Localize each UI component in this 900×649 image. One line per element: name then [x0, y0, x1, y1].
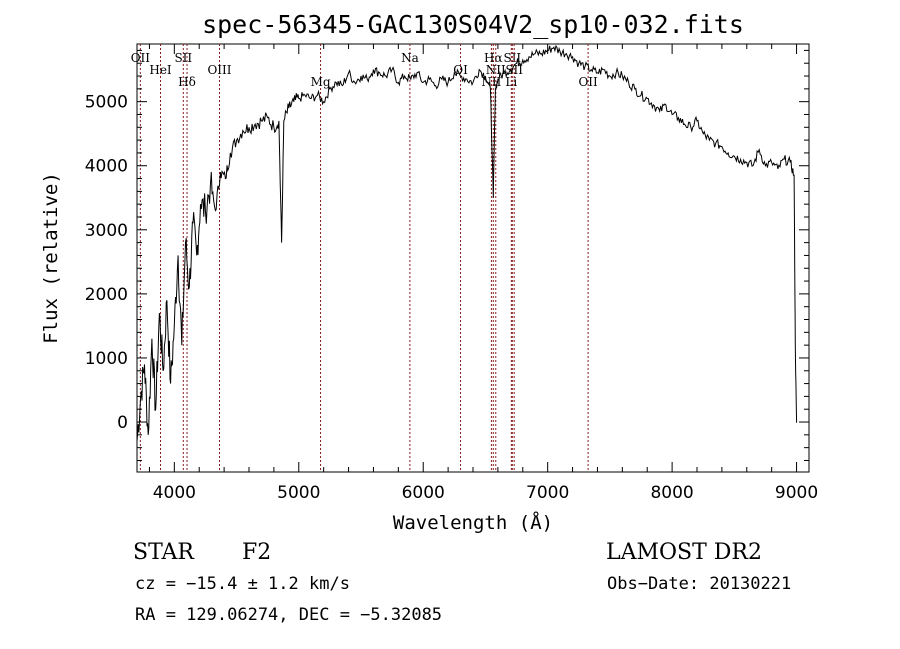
y-tick-label: 3000: [85, 221, 128, 241]
emission-line-label: HeI: [149, 63, 172, 77]
y-tick-label: 4000: [85, 157, 128, 177]
x-tick-label: 8000: [650, 483, 693, 503]
y-tick-label: 0: [117, 413, 128, 433]
emission-line-label: Hδ: [178, 75, 196, 89]
coordinates: RA = 129.06274, DEC = −5.32085: [135, 605, 442, 625]
object-class: STAR: [133, 540, 195, 565]
plot-frame: [136, 43, 810, 473]
emission-line-label: SII: [174, 51, 192, 65]
x-axis-label: Wavelength (Å): [393, 511, 553, 534]
y-tick-label: 1000: [85, 349, 128, 369]
emission-line-label: OIII: [207, 63, 231, 77]
x-tick-label: 4000: [153, 483, 196, 503]
spectrum-series: [136, 44, 798, 442]
emission-line-label: OII: [578, 75, 598, 89]
emission-line-label: Hα: [484, 51, 503, 65]
emission-line-label: OII: [131, 51, 151, 65]
emission-line-label: Mg: [311, 75, 331, 89]
y-tick-label: 5000: [85, 93, 128, 113]
y-axis-label: Flux (relative): [40, 172, 62, 344]
emission-line-label: SII: [505, 63, 523, 77]
y-tick-label: 2000: [85, 285, 128, 305]
x-tick-label: 5000: [277, 483, 320, 503]
survey-name: LAMOST DR2: [606, 540, 762, 565]
spectrum-line: [136, 44, 798, 442]
emission-line-label: NII: [486, 63, 506, 77]
chart-title: spec-56345-GAC130S04V2_sp10-032.fits: [202, 10, 744, 39]
emission-line-label: Na: [401, 51, 419, 65]
object-subclass: F2: [242, 540, 271, 565]
x-tick-label: 6000: [402, 483, 445, 503]
redshift-value: cz = −15.4 ± 1.2 km/s: [135, 574, 350, 594]
observation-date: Obs−Date: 20130221: [607, 574, 791, 594]
x-tick-label: 7000: [526, 483, 569, 503]
x-tick-label: 9000: [775, 483, 818, 503]
axis-ticks: 4000 5000 6000 7000 8000 9000 0 1000 2000 3000 400…: [85, 44, 818, 503]
emission-line-label: Li: [505, 75, 517, 89]
